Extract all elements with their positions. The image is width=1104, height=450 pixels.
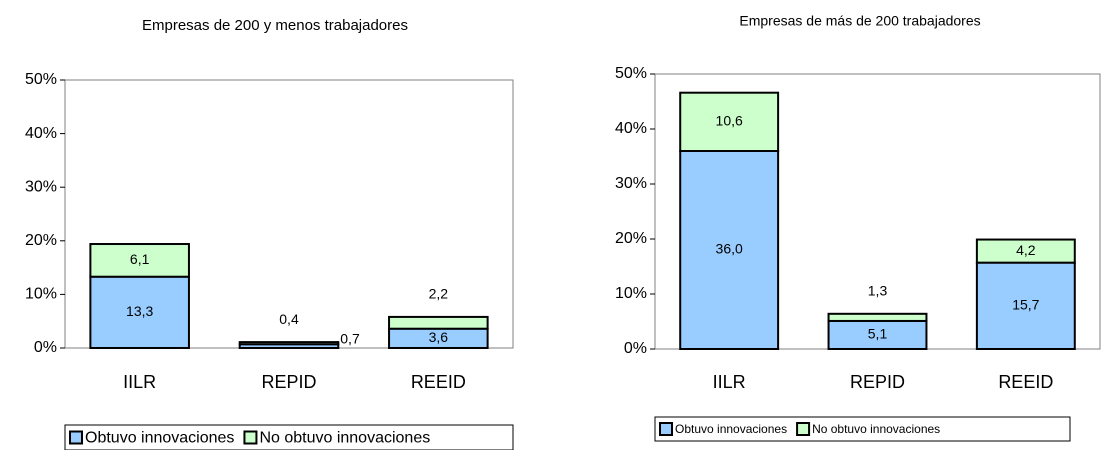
x-tick-label: IILR [713,372,746,392]
legend-label: No obtuvo innovaciones [812,422,940,436]
bar-segment [975,261,1076,350]
legend-swatch [659,422,673,436]
chart-title: Empresas de 200 y menos trabajadores [142,17,408,34]
x-tick-label: REEID [411,372,466,392]
bar-segment [827,312,928,322]
legend-label: No obtuvo innovaciones [259,430,430,447]
bar-segment [388,315,489,330]
y-tick-label: 20% [615,230,647,247]
y-tick-label: 10% [25,286,57,303]
legend-swatch [796,422,811,436]
legend-box [64,424,514,450]
y-tick-label: 50% [25,71,57,88]
data-label: 1,3 [868,283,888,299]
data-label: 3,6 [429,329,449,345]
legend-swatch [69,430,83,445]
x-tick-label: REPID [850,372,905,392]
data-label: 10,6 [716,113,743,129]
legend-box [654,416,1071,442]
data-label: 13,3 [126,303,153,319]
y-tick-label: 20% [25,232,57,249]
bar-segment [89,243,190,278]
y-tick-label: 0% [34,339,57,356]
legend-label: Obtuvo innovaciones [675,422,787,436]
legend-swatch [243,430,258,445]
chart-title: Empresas de más de 200 trabajadores [739,13,980,29]
data-label: 0,7 [340,331,360,347]
x-tick-label: IILR [123,372,156,392]
data-label: 6,1 [130,251,150,267]
bar-segment [975,238,1076,264]
y-tick-label: 30% [615,175,647,192]
data-label: 2,2 [429,286,449,302]
bar-segment [89,275,190,350]
y-tick-label: 40% [615,120,647,137]
data-label: 4,2 [1016,242,1036,258]
bar-segment [238,341,340,346]
x-tick-label: REEID [998,372,1053,392]
y-tick-label: 30% [25,178,57,195]
y-tick-label: 50% [615,65,647,82]
legend-label: Obtuvo innovaciones [85,430,234,447]
y-tick-label: 10% [615,285,647,302]
data-label: 36,0 [716,241,743,257]
bar-segment [679,91,780,152]
data-label: 15,7 [1012,297,1039,313]
y-tick-label: 40% [25,125,57,142]
y-tick-label: 0% [624,340,647,357]
data-label: 5,1 [868,326,888,342]
bar-segment [679,150,780,350]
x-tick-label: REPID [261,372,316,392]
data-label: 0,4 [279,311,299,327]
